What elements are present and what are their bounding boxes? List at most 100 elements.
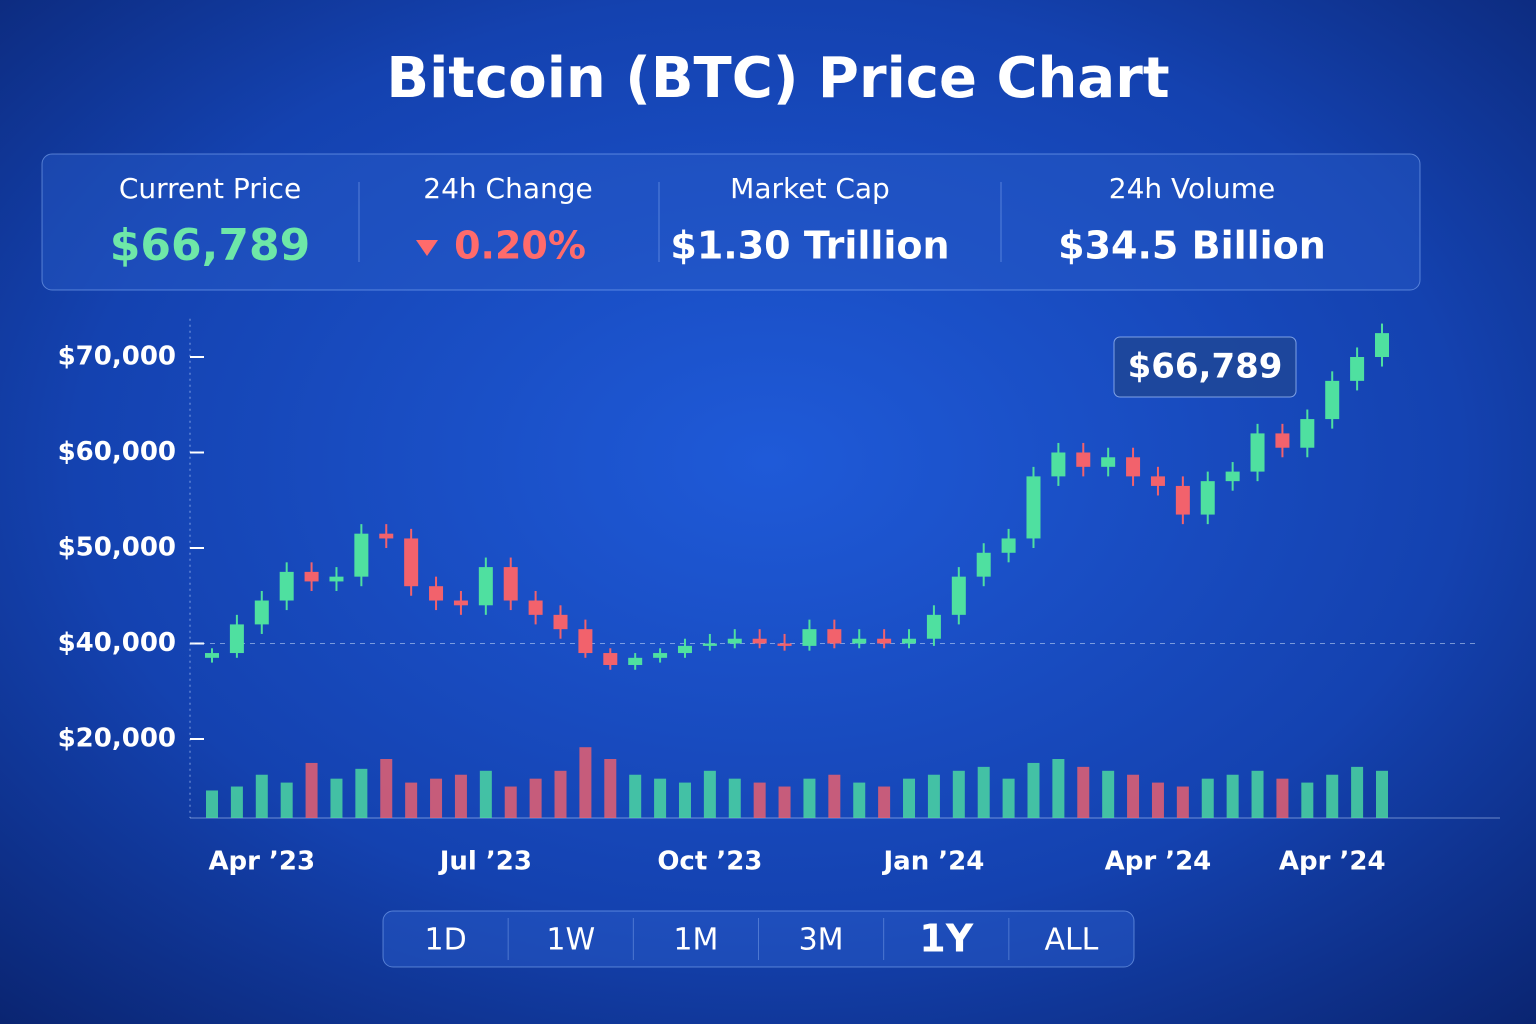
volume-bar (1351, 766, 1364, 818)
candle-body (852, 638, 867, 644)
range-button[interactable]: 3M (799, 923, 844, 958)
volume-bar (1301, 782, 1314, 818)
candle-body (802, 629, 817, 646)
candle-body (503, 567, 518, 601)
volume-bar (1326, 774, 1339, 818)
candle-body (1375, 333, 1389, 357)
candle-body (578, 629, 593, 654)
annotation: $66,789 (1128, 347, 1283, 387)
candle-body (628, 657, 643, 665)
range-selector: 1D 1W 1M 3M 1Y ALL (382, 910, 1135, 968)
y-tick-label: $60,000 (58, 437, 176, 467)
stat-label: Market Cap (730, 172, 890, 205)
volume-bar (529, 778, 542, 818)
candle-body (453, 600, 468, 606)
candle-body (727, 638, 742, 644)
candle-body (429, 586, 444, 601)
candle-body (653, 653, 668, 658)
volume-bar (1052, 759, 1065, 818)
volume-bar (206, 790, 218, 818)
volume-bar (654, 778, 667, 818)
candle-body (528, 600, 543, 615)
volume-bar (280, 782, 293, 818)
stat-label: 24h Volume (1109, 172, 1275, 205)
candle-body (1175, 485, 1190, 515)
candle-body (902, 638, 917, 644)
candle-body (1250, 433, 1265, 472)
y-tick-label: $70,000 (58, 342, 176, 372)
candle-body (379, 533, 394, 539)
stat-value: $1.30 Trillion (670, 224, 949, 268)
volume-bar (1226, 774, 1239, 818)
volume-bar (927, 774, 940, 818)
volume-bar (1276, 778, 1289, 818)
volume-bar (380, 759, 393, 818)
page-title: Bitcoin (BTC) Price Chart (386, 46, 1169, 111)
range-button[interactable]: 1D (424, 923, 466, 958)
volume-bar (230, 786, 243, 818)
volume-bar (355, 768, 368, 818)
range-button[interactable]: 1M (673, 923, 718, 958)
range-button[interactable]: 1W (546, 923, 595, 958)
volume-bar (454, 774, 467, 818)
candle-body (1275, 433, 1290, 448)
candle-body (1001, 538, 1016, 553)
x-tick-label: Apr ’24 (1105, 847, 1212, 877)
candle-body (229, 624, 244, 654)
candle-body (752, 638, 767, 644)
candle-body (777, 643, 792, 646)
candle-body (279, 571, 294, 601)
volume-bar (1002, 778, 1015, 818)
candle-body (404, 538, 419, 587)
stat-label: Current Price (119, 172, 301, 205)
x-tick-label: Apr ’23 (208, 847, 315, 877)
down-arrow (416, 240, 438, 256)
stat-value: $66,789 (110, 220, 310, 271)
volume-bar (255, 774, 268, 818)
candle-body (951, 576, 966, 615)
volume-bar (1176, 786, 1189, 818)
volume-bar (1376, 770, 1388, 818)
volume-bar (1102, 770, 1115, 818)
volume-bar (1127, 774, 1140, 818)
candle-body (1325, 380, 1340, 420)
candle-body (976, 552, 991, 577)
volume-bar (1251, 770, 1264, 818)
volume-bar (1077, 766, 1090, 818)
volume-bar (803, 778, 816, 818)
volume-bar (878, 786, 891, 818)
candle-body (205, 653, 219, 658)
volume-bar (703, 770, 716, 818)
volume-bar (952, 770, 965, 818)
candle-body (1076, 452, 1091, 467)
candle-body (478, 567, 493, 606)
y-tick-label: $50,000 (58, 533, 176, 563)
range-button[interactable]: ALL (1044, 923, 1098, 958)
range-button[interactable]: 1Y (919, 917, 973, 961)
y-tick-label: $20,000 (58, 724, 176, 754)
volume-bar (903, 778, 916, 818)
candle-body (1126, 457, 1141, 477)
candle-body (877, 638, 892, 644)
stat-label: 24h Change (423, 172, 592, 205)
candle-body (702, 643, 717, 646)
candle-body (1300, 419, 1315, 448)
volume-bar (678, 782, 691, 818)
stat-value: 0.20% (454, 224, 586, 268)
candle-body (354, 533, 369, 577)
volume-bar (405, 782, 418, 818)
volume-bar (853, 782, 866, 818)
x-tick-label: Apr ’24 (1279, 847, 1386, 877)
volume-bar (554, 770, 567, 818)
candle-body (1101, 457, 1116, 467)
stats-panel (41, 153, 1421, 291)
y-tick-label: $40,000 (58, 628, 176, 658)
annotation-box (1113, 336, 1297, 398)
volume-bar (1201, 778, 1214, 818)
volume-bar (629, 774, 642, 818)
plot: $20,000 $40,000 $50,000 $60,000 $70,000 Apr ’… (58, 318, 1500, 877)
volume-bar (778, 786, 791, 818)
volume-bar (504, 786, 517, 818)
